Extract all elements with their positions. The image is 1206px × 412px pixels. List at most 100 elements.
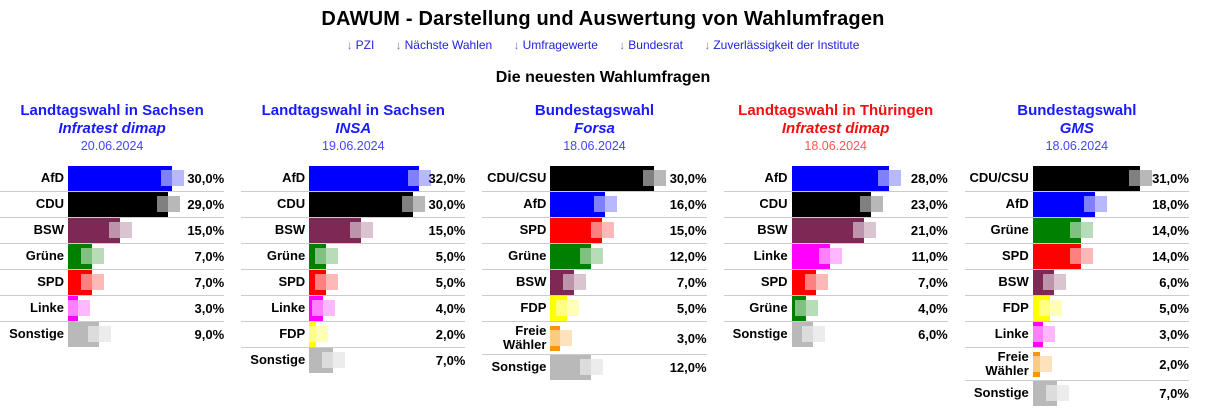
party-label: SPD (37, 274, 64, 290)
party-value: 6,0% (1159, 275, 1189, 291)
party-bar (791, 322, 813, 348)
bar-change-marker-outer (419, 169, 432, 186)
poll-institute[interactable]: Infratest dimap (781, 120, 890, 138)
bar-change-marker-outer (1080, 248, 1093, 265)
party-label: AfD (523, 196, 547, 212)
bar-change-marker-inner (580, 248, 592, 265)
section-title: Die neuesten Wahlumfragen (495, 69, 711, 86)
party-value: 7,0% (676, 275, 707, 291)
poll-header: Bundestagswahl Forsa 18.06.2024 (482, 102, 706, 154)
party-bar-track (791, 270, 898, 296)
party-bar-track (791, 218, 898, 244)
bar-change-marker-outer (815, 274, 828, 291)
nav-link-zuverlaessigkeit[interactable]: ↓ Zuverlässigkeit der Institute (704, 38, 859, 52)
poll-row: Linke 3,0% (964, 321, 1189, 348)
party-label: SPD (519, 222, 547, 238)
bar-change-marker-inner (877, 169, 889, 186)
party-bar (309, 270, 327, 296)
poll-row: Grüne 12,0% (482, 243, 707, 270)
bar-change-marker-inner (68, 300, 78, 317)
poll-institute[interactable]: INSA (335, 120, 372, 138)
party-bar-track (68, 165, 184, 191)
polls-container: Landtagswahl in Sachsen Infratest dimap … (0, 102, 1206, 407)
party-label: Grüne (25, 248, 64, 264)
bar-change-marker-outer (168, 196, 180, 213)
party-bar-track (68, 192, 180, 218)
bar-change-marker-outer (326, 248, 339, 265)
poll-rows: AfD 32,0% CDU 30,0% BSW 15,0% Grüne 5,0% SPD 5,0%… (241, 165, 466, 374)
poll-title[interactable]: Landtagswahl in Sachsen (20, 102, 204, 119)
party-label: Sonstige (250, 352, 306, 368)
party-bar (309, 322, 317, 348)
party-value: 5,0% (435, 249, 466, 265)
poll-row: CDU 30,0% (241, 191, 466, 218)
party-bar-track (550, 270, 656, 296)
poll-row: BSW 7,0% (482, 269, 707, 296)
party-bar-track (68, 296, 174, 322)
party-value: 15,0% (669, 223, 707, 239)
party-bar (309, 296, 324, 322)
poll-title[interactable]: Bundestagswahl (534, 102, 655, 119)
down-arrow-icon: ↓ (395, 38, 402, 52)
party-label: Linke (271, 300, 306, 316)
poll-row: Grüne 5,0% (241, 243, 466, 270)
nav-link-pzi[interactable]: ↓ PZI (347, 38, 375, 52)
poll-title[interactable]: Landtagswahl in Thüringen (738, 102, 934, 119)
bar-change-marker-inner (402, 196, 414, 213)
party-label: Sonstige (491, 359, 547, 375)
poll-card: Landtagswahl in Sachsen INSA 19.06.2024 … (241, 102, 482, 406)
bar-change-marker-inner (312, 300, 324, 317)
poll-row: CDU 29,0% (0, 191, 225, 218)
party-bar (309, 165, 420, 191)
poll-institute[interactable]: Forsa (574, 120, 615, 138)
poll-title[interactable]: Landtagswahl in Sachsen (261, 102, 445, 119)
poll-date: 18.06.2024 (1045, 138, 1109, 153)
bar-change-marker-inner (804, 274, 816, 291)
party-bar (550, 165, 655, 191)
bar-change-marker-outer (567, 300, 580, 317)
nav-link-naechste-wahlen[interactable]: ↓ Nächste Wahlen (396, 38, 493, 52)
party-label: Linke (994, 326, 1029, 342)
bar-change-marker-inner (109, 222, 120, 239)
nav-link-umfragewerte[interactable]: ↓ Umfragewerte (514, 38, 598, 52)
poll-row: CDU/CSU 30,0% (482, 165, 707, 191)
poll-row: BSW 21,0% (723, 217, 948, 244)
party-bar (68, 192, 168, 218)
party-bar-track (1032, 381, 1139, 407)
bar-change-marker-outer (99, 326, 111, 343)
party-value: 2,0% (435, 327, 466, 343)
party-bar (1032, 165, 1140, 191)
bar-change-marker-outer (591, 248, 604, 265)
party-value: 2,0% (1159, 356, 1189, 372)
party-bar-track (791, 322, 898, 348)
bar-change-marker-outer (333, 352, 346, 369)
party-label: Linke (753, 248, 788, 264)
party-value: 12,0% (669, 360, 707, 376)
down-arrow-icon: ↓ (346, 38, 353, 52)
party-label: SPD (1002, 248, 1029, 264)
party-value: 32,0% (428, 170, 466, 186)
party-label: BSW (274, 222, 306, 238)
party-label: Linke (30, 300, 64, 316)
party-bar (791, 192, 871, 218)
bar-change-marker-outer (1139, 169, 1152, 186)
poll-institute[interactable]: Infratest dimap (58, 120, 166, 138)
party-value: 15,0% (428, 223, 466, 239)
party-bar (791, 296, 806, 322)
party-value: 4,0% (918, 301, 948, 317)
poll-row: CDU/CSU 31,0% (965, 165, 1189, 191)
party-bar-track (1032, 218, 1139, 244)
bar-change-marker-inner (161, 169, 172, 186)
party-bar-track (309, 244, 415, 270)
poll-institute[interactable]: GMS (1059, 120, 1094, 138)
poll-header: Landtagswahl in Sachsen Infratest dimap … (0, 102, 224, 154)
party-value: 3,0% (1159, 327, 1189, 343)
party-value: 7,0% (194, 275, 225, 291)
party-bar (550, 325, 561, 351)
party-value: 18,0% (1152, 197, 1189, 213)
poll-title[interactable]: Bundestagswahl (1017, 102, 1137, 119)
bar-change-marker-inner (1032, 355, 1040, 372)
party-bar (1032, 351, 1040, 377)
party-label: Sonstige (973, 385, 1029, 401)
nav-link-bundesrat[interactable]: ↓ Bundesrat (619, 38, 683, 52)
